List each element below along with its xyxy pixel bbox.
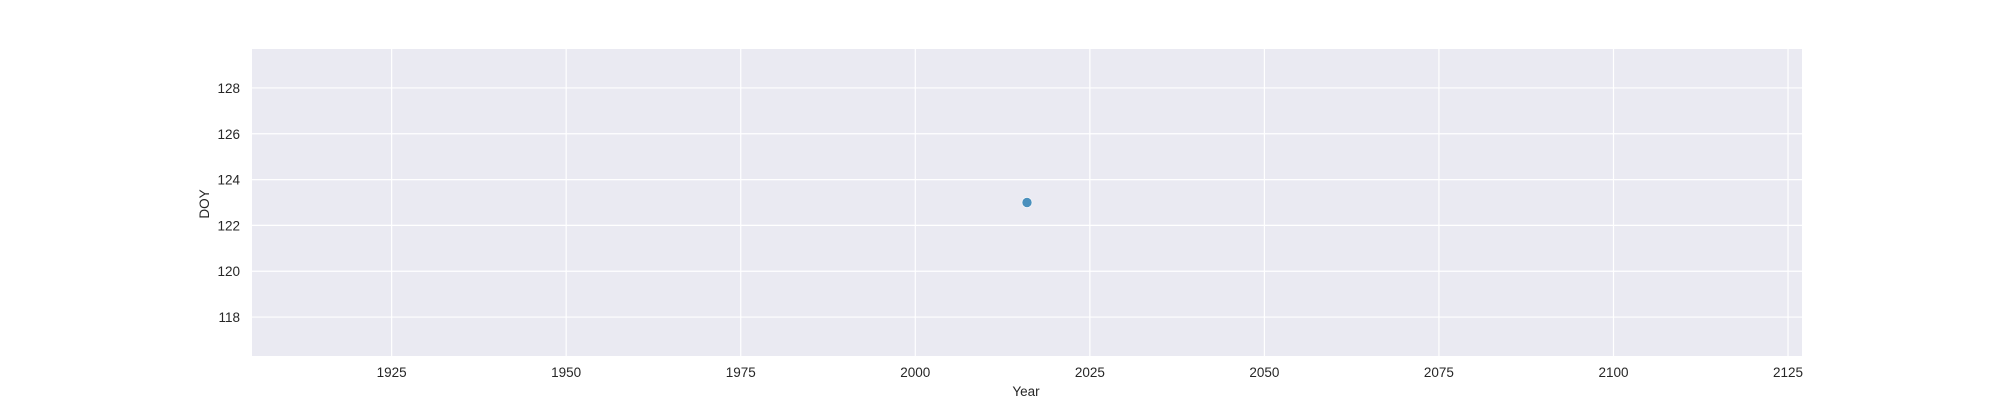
y-tick-label: 124 bbox=[217, 173, 240, 188]
x-tick-label: 1950 bbox=[551, 365, 581, 380]
x-axis-label: Year bbox=[1012, 384, 1040, 399]
x-tick-label: 2125 bbox=[1773, 365, 1803, 380]
y-tick-label: 120 bbox=[217, 264, 240, 279]
data-point bbox=[1021, 197, 1033, 208]
grid-lines bbox=[252, 49, 1802, 356]
y-tick-label: 128 bbox=[217, 81, 240, 96]
x-tick-label: 1975 bbox=[726, 365, 756, 380]
y-tick-label: 122 bbox=[217, 218, 240, 233]
x-tick-label: 2000 bbox=[900, 365, 930, 380]
x-tick-label: 2025 bbox=[1075, 365, 1105, 380]
x-tick-label: 2100 bbox=[1598, 365, 1628, 380]
y-tick-labels: 118 120 122 124 126 128 bbox=[217, 81, 240, 325]
y-tick-label: 118 bbox=[218, 310, 240, 325]
y-tick-label: 126 bbox=[217, 127, 240, 142]
x-tick-label: 2050 bbox=[1249, 365, 1279, 380]
x-tick-label: 2075 bbox=[1424, 365, 1454, 380]
x-tick-labels: 1925 1950 1975 2000 2025 2050 2075 2100 2125 bbox=[377, 365, 1803, 380]
y-axis-label: DOY bbox=[197, 189, 212, 218]
x-tick-label: 1925 bbox=[377, 365, 407, 380]
data-points bbox=[1021, 197, 1033, 208]
